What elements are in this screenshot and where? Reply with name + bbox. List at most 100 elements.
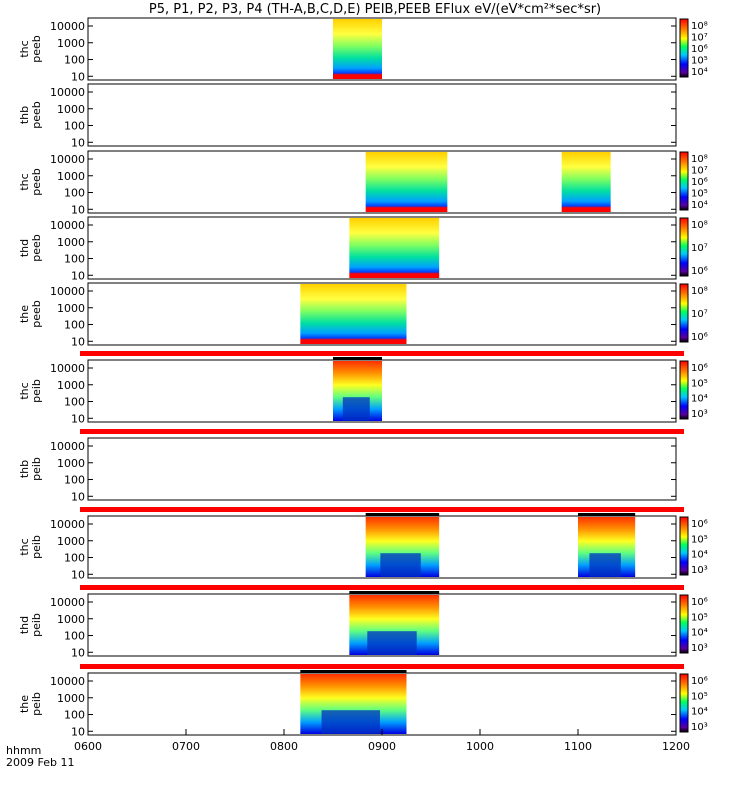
colorbar-tick-label: 10³ [691, 565, 708, 576]
panel-label-probe: thb [18, 460, 31, 478]
figure-title: P5, P1, P2, P3, P4 (TH-A,B,C,D,E) PEIB,P… [148, 2, 602, 17]
y-tick-label: 10 [71, 136, 85, 149]
coverage-bar [578, 513, 636, 516]
y-tick-label: 1000 [57, 302, 85, 315]
footer-date: 2009 Feb 11 [6, 756, 74, 769]
panel-frame [87, 83, 677, 147]
colorbar-tick-label: 10⁶ [691, 597, 708, 608]
y-tick-label: 100 [64, 187, 85, 200]
fill-band [80, 429, 684, 434]
low-energy-patch [367, 631, 417, 655]
fill-band [80, 664, 684, 669]
panel-label-product: peeb [30, 168, 43, 196]
x-tick-label: 0900 [368, 740, 396, 753]
x-tick-label: 0700 [172, 740, 200, 753]
panel-label-probe: thd [18, 616, 31, 634]
panel-frame [87, 216, 677, 280]
panel: 10000 1000 100 10 thd peib 10⁶ 10⁵ 10⁴ 10³ [18, 585, 708, 659]
panel: 10000 1000 100 10 thb peib [18, 429, 684, 503]
colorbar [679, 594, 689, 654]
panel-label-product: peeb [30, 35, 43, 63]
panel: 10000 1000 100 10 the peib 10⁶ 10⁵ 10⁴ 10³ [18, 664, 708, 738]
panel-frame [87, 437, 677, 501]
y-tick-label: 1000 [57, 613, 85, 626]
y-tick-label: 10 [71, 412, 85, 425]
colorbar-tick-label: 10⁴ [691, 550, 708, 561]
y-tick-label: 1000 [57, 37, 85, 50]
colorbar-tick-label: 10⁶ [691, 44, 708, 55]
coverage-bar [333, 357, 382, 360]
colorbar-tick-label: 10⁶ [691, 676, 708, 687]
panel-label-product: peeb [30, 101, 43, 129]
y-tick-label: 1000 [57, 457, 85, 470]
panel-label-probe: thc [18, 173, 31, 190]
panel-label-probe: thc [18, 382, 31, 399]
y-tick-label: 100 [64, 319, 85, 332]
colorbar-tick-label: 10³ [691, 643, 708, 654]
colorbar [679, 673, 689, 733]
panel-label-probe: thd [18, 239, 31, 257]
y-tick-label: 100 [64, 630, 85, 643]
x-tick-label: 0800 [270, 740, 298, 753]
y-tick-label: 100 [64, 709, 85, 722]
colorbar-tick-label: 10⁶ [691, 177, 708, 188]
colorbar-tick-label: 10⁵ [691, 612, 708, 623]
colorbar-tick-label: 10³ [691, 409, 708, 420]
panel-label-probe: the [18, 305, 31, 323]
panel: 10000 1000 100 10 thd peeb 10⁸ 10⁷ 10⁶ [18, 216, 708, 282]
colorbar-tick-label: 10⁸ [691, 21, 708, 32]
panel: 10000 1000 100 10 thc peib 10⁶ 10⁵ 10⁴ 10³ [18, 507, 708, 581]
x-tick-label: 1100 [564, 740, 592, 753]
colorbar-tick-label: 10⁵ [691, 189, 708, 200]
panel-label-product: peib [30, 379, 43, 403]
panel: 10000 1000 100 10 thb peeb [18, 83, 677, 149]
panel: 10000 1000 100 10 thc peib 10⁶ 10⁵ 10⁴ 10³ [18, 351, 708, 425]
y-tick-label: 100 [64, 396, 85, 409]
panel-label-probe: thc [18, 538, 31, 555]
y-tick-label: 10 [71, 70, 85, 83]
panel-frame [87, 17, 677, 81]
panel-frame [87, 282, 677, 346]
y-tick-label: 10000 [50, 219, 85, 232]
y-tick-label: 10000 [50, 20, 85, 33]
y-tick-label: 10 [71, 646, 85, 659]
colorbar-tick-label: 10⁶ [691, 266, 708, 277]
panel-label-product: peib [30, 535, 43, 559]
panel-label-product: peib [30, 692, 43, 716]
panel: 10000 1000 100 10 the peeb 10⁸ 10⁷ 10⁶ [18, 282, 708, 348]
y-tick-label: 1000 [57, 170, 85, 183]
colorbar-tick-label: 10⁸ [691, 220, 708, 231]
colorbar [679, 18, 689, 78]
y-tick-label: 1000 [57, 236, 85, 249]
y-tick-label: 10 [71, 490, 85, 503]
x-axis: 0600 0700 0800 0900 1000 1100 1200 [74, 729, 690, 753]
panel-label-product: peib [30, 457, 43, 481]
panel-frame [87, 359, 677, 423]
y-tick-label: 10 [71, 335, 85, 348]
panel-label-probe: the [18, 695, 31, 713]
spectrogram-block [349, 218, 440, 278]
colorbar-tick-label: 10⁶ [691, 363, 708, 374]
colorbar-tick-label: 10⁷ [691, 33, 708, 44]
panel-frame [87, 515, 677, 579]
colorbar [679, 151, 689, 211]
colorbar-tick-label: 10⁷ [691, 166, 708, 177]
footer-time-unit: hhmm [6, 744, 41, 757]
y-tick-label: 100 [64, 253, 85, 266]
coverage-bar [300, 670, 407, 673]
y-tick-label: 10000 [50, 362, 85, 375]
colorbar-tick-label: 10⁴ [691, 394, 708, 405]
colorbar-tick-label: 10⁵ [691, 378, 708, 389]
coverage-bar [365, 513, 440, 516]
colorbar-tick-label: 10⁸ [691, 154, 708, 165]
spectrogram-block [365, 152, 448, 212]
x-tick-label: 1200 [662, 740, 690, 753]
y-tick-label: 10000 [50, 86, 85, 99]
footer: hhmm 2009 Feb 11 [6, 744, 74, 769]
colorbar-tick-label: 10⁵ [691, 534, 708, 545]
x-tick-label: 0600 [74, 740, 102, 753]
